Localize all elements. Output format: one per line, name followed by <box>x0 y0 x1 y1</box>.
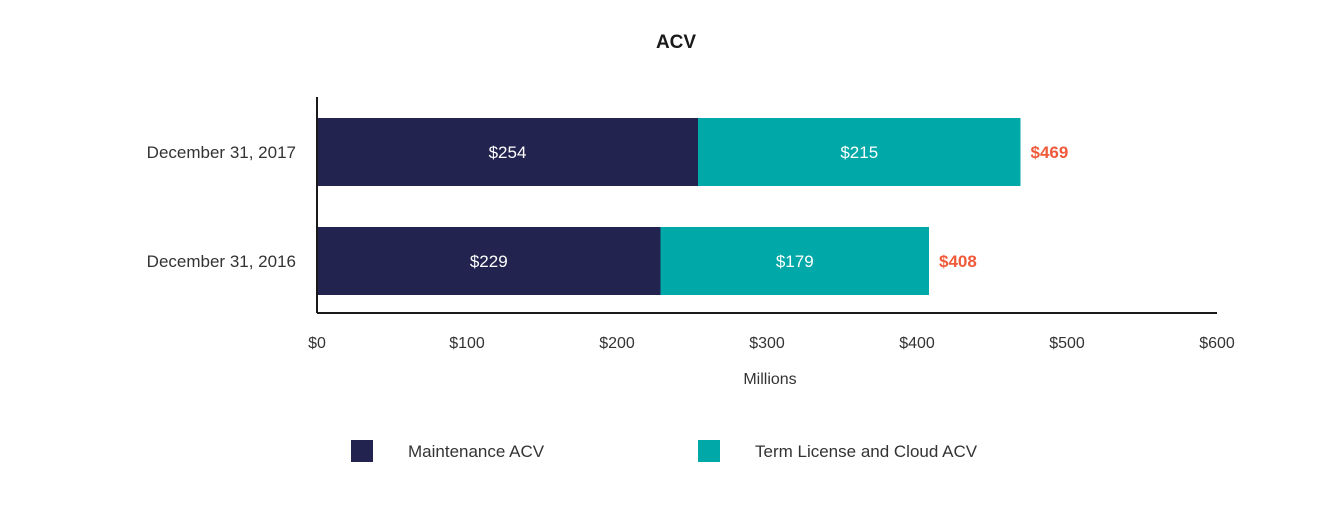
legend-label: Term License and Cloud ACV <box>755 442 978 461</box>
bar-total-label: $469 <box>1031 143 1069 162</box>
x-tick-label: $300 <box>749 335 785 352</box>
x-tick-label: $600 <box>1199 335 1235 352</box>
bar-segment <box>317 227 661 295</box>
bar-total-label: $408 <box>939 252 977 271</box>
plot-area: $254 $215 $469 December 31, 2017 $229 $179 $40… <box>147 97 1235 352</box>
x-tick-label: $500 <box>1049 335 1085 352</box>
legend-swatch <box>698 440 720 462</box>
bar-value-label: $254 <box>489 143 527 162</box>
bar-value-label: $179 <box>776 252 814 271</box>
bar-segment <box>660 227 929 295</box>
x-tick-label: $100 <box>449 335 485 352</box>
chart-title: ACV <box>656 32 696 53</box>
legend-swatch <box>351 440 373 462</box>
legend: Maintenance ACV Term License and Cloud AC… <box>351 440 978 462</box>
x-tick-label: $200 <box>599 335 635 352</box>
bar-segment <box>698 118 1021 186</box>
x-tick-label: $0 <box>308 335 326 352</box>
bar-segment <box>317 118 698 186</box>
x-axis-label: Millions <box>743 371 796 388</box>
bar-value-label: $215 <box>840 143 878 162</box>
bar-value-label: $229 <box>470 252 508 271</box>
x-tick-label: $400 <box>899 335 935 352</box>
category-label: December 31, 2016 <box>147 252 296 271</box>
category-label: December 31, 2017 <box>147 143 296 162</box>
legend-label: Maintenance ACV <box>408 442 545 461</box>
